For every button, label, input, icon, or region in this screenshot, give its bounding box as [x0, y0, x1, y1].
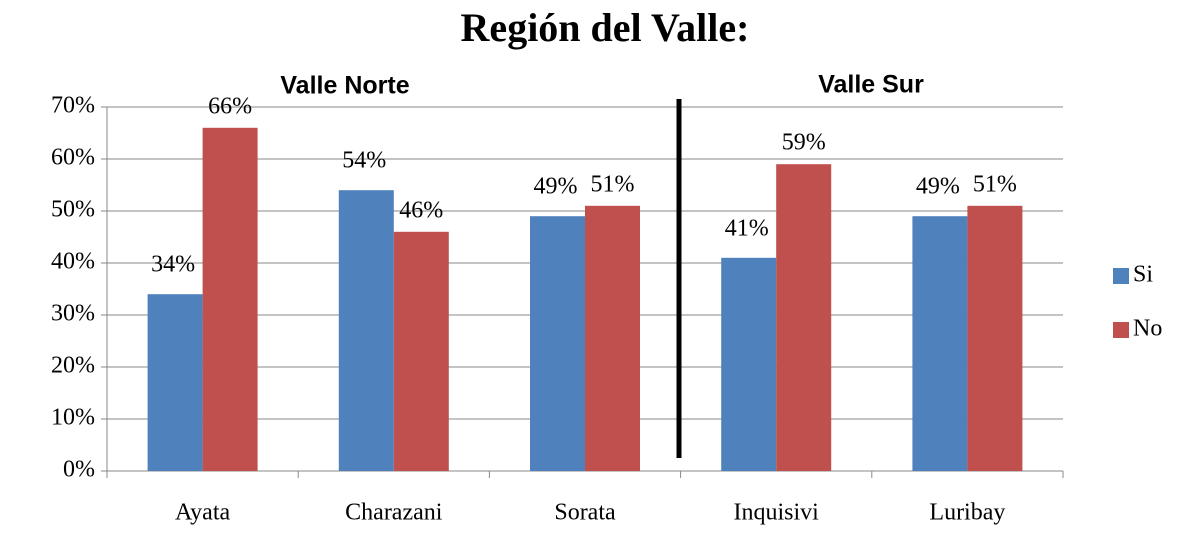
- value-label: 49%: [534, 174, 578, 200]
- annotation: Valle Norte: [280, 72, 409, 100]
- chart-title: Región del Valle:: [461, 5, 750, 50]
- bar: [202, 127, 258, 472]
- x-tick-label: Ayata: [175, 500, 230, 526]
- value-label: 34%: [151, 252, 195, 278]
- legend-swatch: [1113, 268, 1129, 284]
- y-tick-label: 30%: [51, 301, 95, 327]
- legend-swatch: [1113, 322, 1129, 338]
- y-tick-label: 50%: [51, 197, 95, 223]
- bar: [147, 294, 203, 471]
- bar: [393, 231, 449, 471]
- bar: [721, 257, 777, 471]
- y-tick-label: 10%: [51, 405, 95, 431]
- legend-label: No: [1133, 316, 1162, 342]
- value-label: 49%: [916, 174, 960, 200]
- bar: [967, 205, 1023, 472]
- value-label: 66%: [208, 93, 252, 119]
- legend-label: Si: [1133, 262, 1153, 288]
- annotation: Valle Sur: [818, 71, 924, 99]
- x-tick-label: Charazani: [345, 500, 443, 526]
- value-label: 51%: [973, 171, 1017, 197]
- value-label: 54%: [342, 148, 386, 174]
- value-label: 51%: [591, 171, 635, 197]
- x-tick-label: Luribay: [929, 500, 1005, 526]
- bar: [585, 205, 640, 472]
- y-tick-label: 70%: [51, 93, 95, 119]
- bar: [530, 216, 585, 471]
- bar: [912, 216, 968, 471]
- y-tick-label: 40%: [51, 249, 95, 275]
- y-tick-label: 0%: [63, 457, 95, 483]
- x-tick-label: Inquisivi: [734, 500, 820, 526]
- value-label: 59%: [782, 130, 826, 156]
- y-tick-label: 20%: [51, 353, 95, 379]
- bar: [776, 164, 832, 471]
- bar: [338, 190, 394, 471]
- x-tick-label: Sorata: [554, 500, 616, 526]
- y-tick-label: 60%: [51, 145, 95, 171]
- value-label: 41%: [725, 215, 769, 241]
- value-label: 46%: [399, 197, 443, 223]
